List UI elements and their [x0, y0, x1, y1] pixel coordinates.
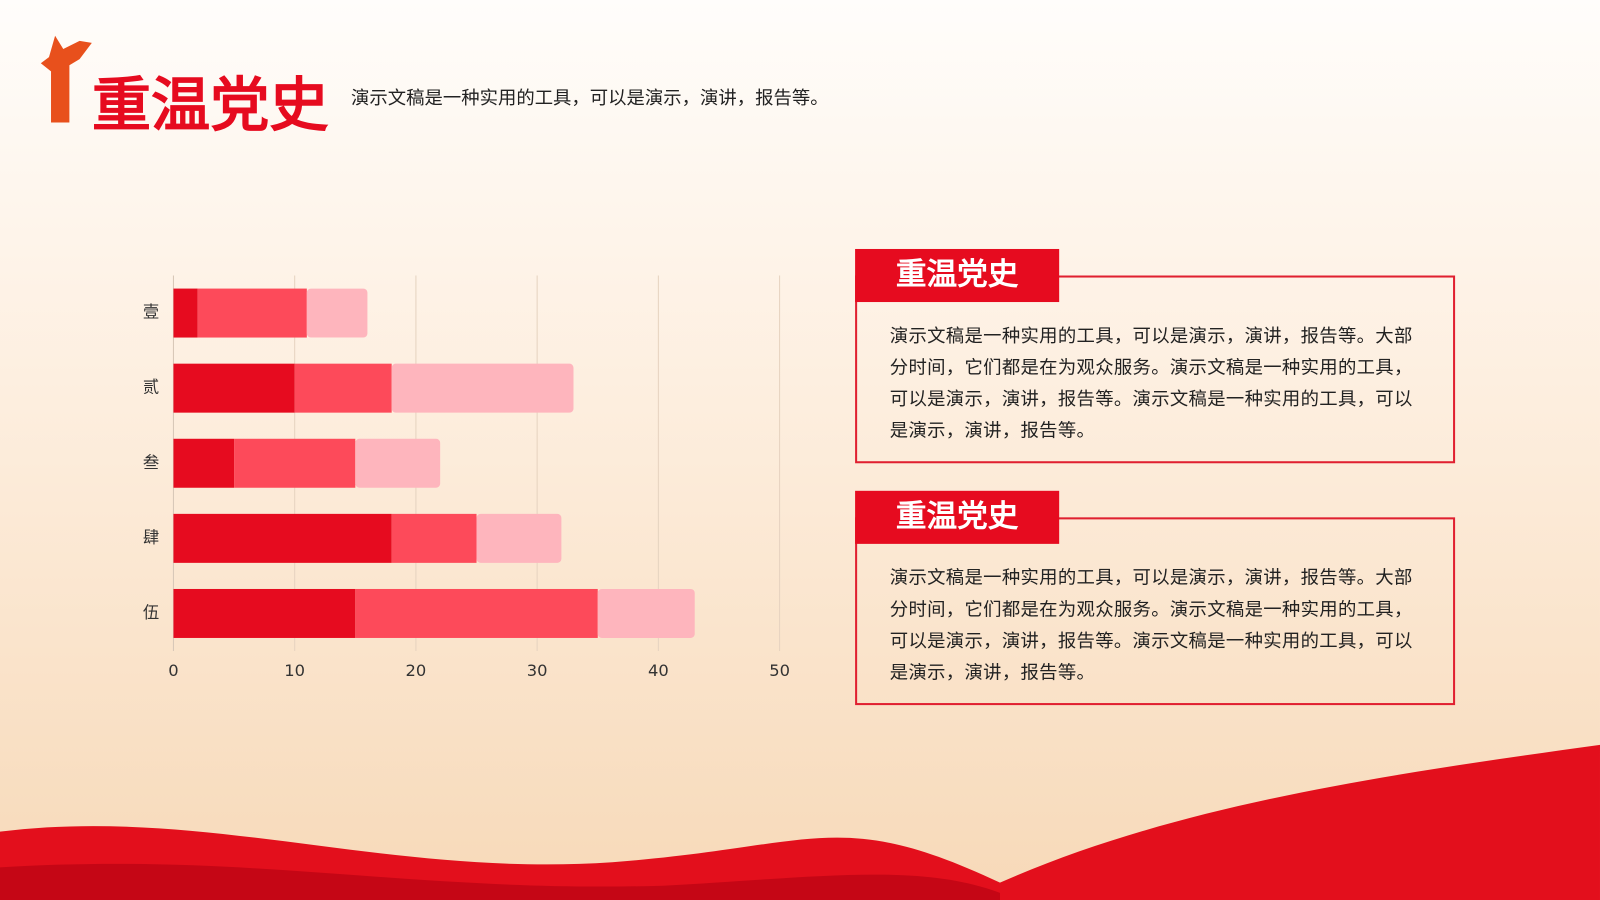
- panel-title: 重温党史: [855, 248, 1060, 303]
- bar-segment: [391, 363, 574, 413]
- header-title: 重温党史: [91, 70, 329, 140]
- bar-segment: [355, 438, 441, 488]
- torch-icon: [40, 35, 92, 123]
- bar-segment: [173, 288, 198, 338]
- x-tick-label: 40: [648, 661, 669, 680]
- panel-title: 重温党史: [855, 490, 1060, 544]
- y-tick-label: 肆: [143, 528, 159, 547]
- bar-segment: [597, 588, 695, 638]
- bar-segment: [173, 588, 356, 638]
- x-tick-label: 10: [284, 661, 305, 680]
- bar-segment: [355, 588, 598, 638]
- panel-text: 演示文稿是一种实用的工具，可以是演示，演讲，报告等。大部分时间，它们都是在为观众…: [889, 567, 1413, 684]
- x-tick-label: 50: [769, 661, 790, 680]
- bar-segment: [173, 513, 392, 563]
- bar-segment: [173, 363, 295, 413]
- y-tick-label: 伍: [143, 603, 159, 622]
- x-tick-label: 20: [406, 661, 427, 680]
- y-tick-label: 叁: [143, 453, 159, 472]
- x-tick-label: 30: [527, 661, 548, 680]
- y-tick-label: 壹: [143, 303, 159, 322]
- bar-segment: [306, 288, 368, 338]
- red-wave: [0, 744, 1600, 900]
- panel-box: [855, 517, 1456, 706]
- panel-box: [855, 275, 1456, 464]
- bar-segment: [476, 513, 562, 563]
- bar-segment: [197, 288, 307, 338]
- bar-segment: [173, 438, 235, 488]
- y-tick-label: 贰: [143, 378, 159, 397]
- red-wave-shadow: [0, 863, 1000, 900]
- bar-segment: [234, 438, 356, 488]
- bar-segment: [294, 363, 392, 413]
- x-tick-label: 0: [168, 661, 178, 680]
- header-subtitle: 演示文稿是一种实用的工具，可以是演示，演讲，报告等。: [351, 87, 829, 110]
- panel-text: 演示文稿是一种实用的工具，可以是演示，演讲，报告等。大部分时间，它们都是在为观众…: [889, 325, 1413, 442]
- bar-segment: [391, 513, 477, 563]
